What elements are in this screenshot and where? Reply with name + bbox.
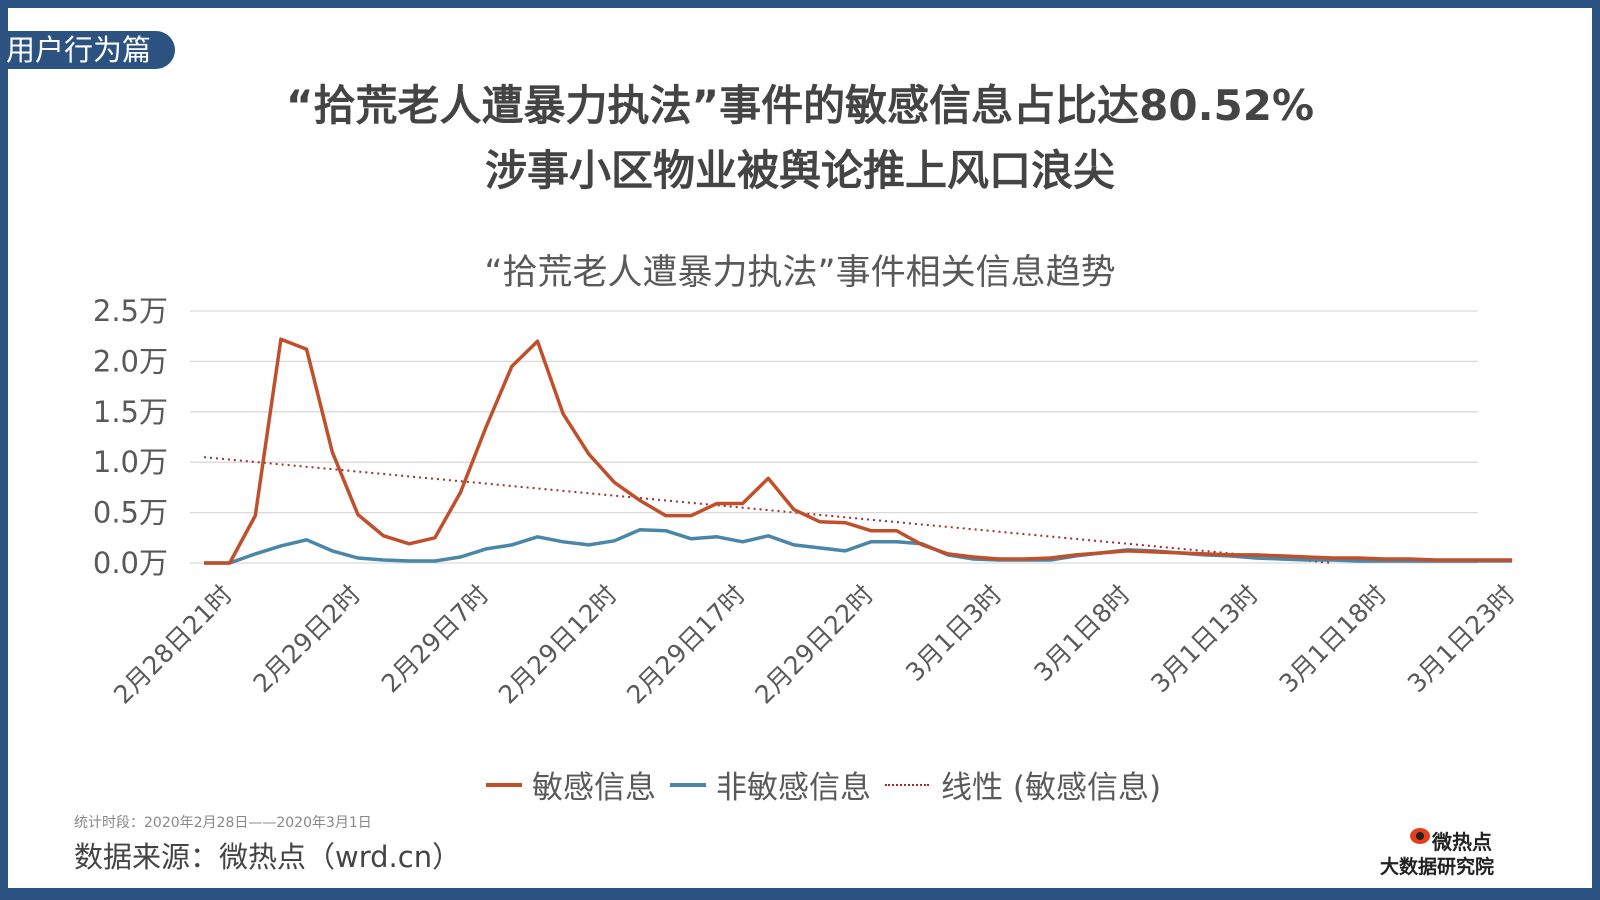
legend-swatch-sensitive bbox=[486, 782, 522, 787]
y-tick-label: 1.0万 bbox=[93, 445, 168, 479]
x-tick-label: 2月29日17时 bbox=[621, 580, 751, 710]
logo-line1: 微热点 bbox=[1432, 830, 1492, 854]
x-axis-ticks: 2月28日21时 2月29日2时 2月29日7时2月29日12时2月29日17时2月… bbox=[108, 580, 1520, 710]
y-tick-label: 0.0万 bbox=[93, 546, 168, 580]
series-non-sensitive bbox=[204, 527, 1513, 565]
weibo-eye-icon bbox=[1410, 828, 1430, 844]
slide-frame bbox=[8, 8, 1592, 892]
legend-item-trend: 线性 (敏感信息) bbox=[885, 762, 1161, 807]
x-tick-label: 2月28日21时 bbox=[108, 580, 238, 710]
y-tick-label: 0.5万 bbox=[93, 496, 168, 530]
chart-title: “拾荒老人遭暴力执法”事件相关信息趋势 bbox=[484, 253, 1116, 293]
frame-top-bar bbox=[0, 0, 1600, 8]
x-tick-label: 2月29日12时 bbox=[493, 580, 623, 710]
legend-item-sensitive: 敏感信息 bbox=[486, 762, 656, 807]
headline-line2: 涉事小区物业被舆论推上风口浪尖 bbox=[484, 146, 1115, 195]
x-tick-label: 3月1日23时 bbox=[1402, 580, 1521, 699]
data-source: 数据来源：微热点（wrd.cn） bbox=[74, 840, 462, 874]
legend-swatch-non-sensitive bbox=[670, 782, 706, 787]
headline-line1: “拾荒老人遭暴力执法”事件的敏感信息占比达80.52% bbox=[285, 81, 1315, 130]
trend-line bbox=[203, 456, 1333, 564]
legend-item-non-sensitive: 非敏感信息 bbox=[670, 762, 871, 807]
legend-label-trend: 线性 (敏感信息) bbox=[941, 770, 1162, 806]
legend-swatch-trend bbox=[885, 783, 929, 786]
x-tick-label: 3月1日8时 bbox=[1028, 580, 1135, 687]
y-tick-label: 1.5万 bbox=[93, 395, 168, 429]
x-tick-label: 2月29日7时 bbox=[376, 580, 495, 699]
legend-label-sensitive: 敏感信息 bbox=[532, 770, 656, 806]
grid-lines bbox=[190, 310, 1478, 564]
series-sensitive bbox=[204, 337, 1513, 565]
statistics-period: 统计时段：2020年2月28日——2020年3月1日 bbox=[74, 815, 372, 831]
x-tick-label: 3月1日18时 bbox=[1274, 580, 1393, 699]
y-tick-label: 2.0万 bbox=[93, 344, 168, 378]
section-tag: 用户行为篇 bbox=[0, 31, 175, 69]
chart-legend: 敏感信息 非敏感信息 线性 (敏感信息) bbox=[486, 762, 1175, 807]
x-tick-label: 3月1日3时 bbox=[900, 580, 1007, 687]
weiredian-logo: 微热点 大数据研究院 bbox=[1380, 826, 1550, 878]
x-tick-label: 2月29日2时 bbox=[248, 580, 367, 699]
x-tick-label: 3月1日13时 bbox=[1145, 580, 1264, 699]
frame-bottom-bar bbox=[0, 888, 1600, 900]
legend-label-non-sensitive: 非敏感信息 bbox=[716, 770, 871, 806]
logo-line2: 大数据研究院 bbox=[1380, 856, 1495, 878]
y-tick-label: 2.5万 bbox=[93, 294, 168, 328]
x-tick-label: 2月29日22时 bbox=[749, 580, 879, 710]
y-axis-ticks: 0.0万 0.5万 1.0万 1.5万 2.0万 2.5万 bbox=[93, 294, 168, 580]
